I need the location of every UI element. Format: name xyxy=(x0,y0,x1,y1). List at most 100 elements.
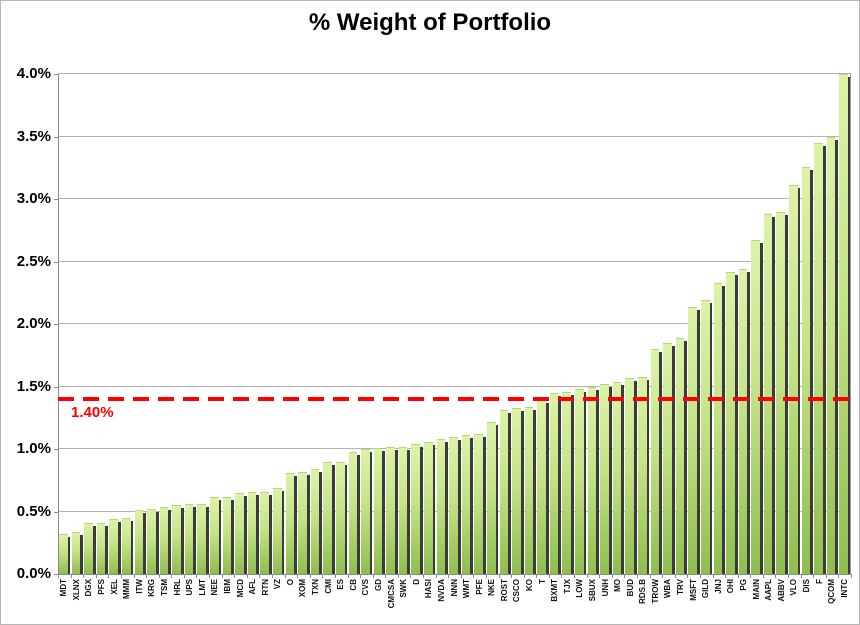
x-axis-tick xyxy=(788,574,790,578)
bar-shadow xyxy=(369,452,373,574)
x-axis-tick xyxy=(410,574,412,578)
x-axis-tick xyxy=(838,574,840,578)
x-tick-label: BXMT xyxy=(550,579,560,602)
x-tick-label: DIS xyxy=(801,579,811,593)
x-axis-tick xyxy=(360,574,362,578)
bar-shadow xyxy=(105,525,109,574)
bar-TROW xyxy=(650,349,663,574)
bar-INTC xyxy=(838,74,851,574)
bar-OHI xyxy=(725,271,738,574)
bar-fill xyxy=(600,384,609,574)
bar-fill xyxy=(562,391,572,574)
bar-shadow xyxy=(621,384,625,574)
bar-F xyxy=(813,142,826,574)
gridline xyxy=(58,323,851,324)
bar-shadow xyxy=(130,520,134,574)
bar-RTN xyxy=(259,491,272,574)
bar-shadow xyxy=(394,449,398,574)
x-axis-tick xyxy=(146,574,148,578)
bar-fill xyxy=(486,421,496,574)
bar-XLNX xyxy=(71,531,84,574)
bar-shadow xyxy=(344,464,348,574)
bar-CMI xyxy=(322,461,335,574)
bar-LOW xyxy=(574,389,587,574)
x-tick-label: KRG xyxy=(147,579,157,597)
y-tick-label: 3.5% xyxy=(16,127,51,145)
bar-shadow xyxy=(382,450,386,574)
x-axis-tick xyxy=(473,574,475,578)
bar-fill xyxy=(71,531,81,574)
y-axis-tick xyxy=(54,136,58,138)
bar-shadow xyxy=(80,534,83,574)
bar-fill xyxy=(285,472,295,574)
bar-fill xyxy=(310,469,320,574)
x-tick-label: F xyxy=(814,579,824,584)
x-tick-label: GD xyxy=(373,579,383,591)
bar-MO xyxy=(612,381,625,574)
x-tick-label: PG xyxy=(739,579,748,591)
x-axis-tick xyxy=(133,574,135,578)
bar-fill xyxy=(751,240,760,574)
bar-CMCSA xyxy=(385,446,398,574)
x-tick-label: WMT xyxy=(462,579,472,599)
x-axis-tick xyxy=(83,574,85,578)
bar-DGX xyxy=(83,522,96,574)
x-tick-label: D xyxy=(411,579,421,585)
x-axis-tick xyxy=(800,574,802,578)
bar-fill xyxy=(298,471,307,574)
x-axis-tick xyxy=(687,574,689,578)
bar-DIS xyxy=(801,166,814,574)
x-tick-label: AFL xyxy=(248,579,258,595)
x-tick-label: XOM xyxy=(298,579,308,598)
x-tick-label: CMCSA xyxy=(386,579,396,609)
bar-fill xyxy=(172,505,181,574)
y-axis-tick xyxy=(54,511,58,513)
bar-shadow xyxy=(558,395,562,574)
plot-area xyxy=(58,73,851,574)
x-axis-tick xyxy=(813,574,815,578)
bar-TSM xyxy=(159,506,172,574)
x-tick-label: PFS xyxy=(97,579,107,595)
x-tick-label: RDS.B xyxy=(638,579,648,604)
bar-GILD xyxy=(700,300,713,574)
x-tick-label: MO xyxy=(613,579,623,592)
bar-VZ xyxy=(272,487,285,574)
bar-fill xyxy=(738,269,748,574)
bar-shadow xyxy=(256,494,260,574)
bar-shadow xyxy=(671,345,675,574)
bar-ROST xyxy=(499,410,512,574)
x-tick-label: TRV xyxy=(676,579,686,595)
bar-shadow xyxy=(797,188,801,574)
x-axis-tick xyxy=(397,574,399,578)
x-axis-tick xyxy=(611,574,613,578)
x-axis-tick xyxy=(385,574,387,578)
bar-fill xyxy=(789,185,798,574)
bar-shadow xyxy=(268,494,272,574)
bar-shadow xyxy=(67,537,71,574)
x-axis-tick xyxy=(775,574,777,578)
y-axis-tick xyxy=(54,449,58,450)
x-tick-label: KO xyxy=(525,579,535,591)
bar-MDT xyxy=(58,534,71,574)
bar-RDS.B xyxy=(637,376,650,574)
bar-shadow xyxy=(596,389,600,574)
bar-fill xyxy=(549,392,559,574)
bar-shadow xyxy=(646,379,650,574)
x-axis-tick xyxy=(158,574,160,578)
bar-VLO xyxy=(788,185,801,574)
bar-CVS xyxy=(360,449,373,574)
x-axis-tick xyxy=(372,574,374,578)
plot-right-border xyxy=(850,74,851,574)
x-axis-tick xyxy=(498,574,500,578)
bar-fill xyxy=(424,441,433,574)
y-axis-line xyxy=(58,74,59,578)
bar-shadow xyxy=(193,507,197,574)
bar-fill xyxy=(700,300,710,574)
x-axis-tick xyxy=(297,574,299,578)
x-axis-tick xyxy=(183,574,185,578)
bar-XOM xyxy=(297,471,310,574)
bar-WBA xyxy=(662,342,675,574)
x-tick-label: SBUX xyxy=(587,579,597,602)
bar-NVDA xyxy=(436,439,449,574)
bar-O xyxy=(285,472,298,574)
